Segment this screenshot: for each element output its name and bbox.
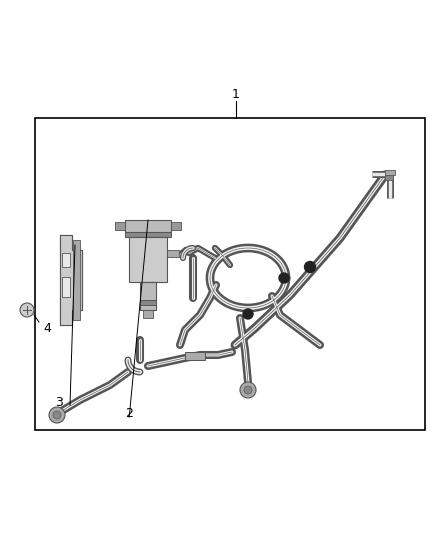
Text: 2: 2 — [125, 407, 133, 419]
Circle shape — [240, 382, 256, 398]
Bar — [125, 220, 171, 232]
Circle shape — [53, 411, 61, 419]
Bar — [171, 222, 181, 230]
Bar — [385, 170, 395, 175]
Bar — [185, 352, 205, 360]
Bar — [62, 253, 70, 267]
Circle shape — [279, 273, 289, 283]
Text: 1: 1 — [232, 88, 240, 101]
Polygon shape — [60, 235, 82, 325]
Bar — [167, 250, 179, 257]
Text: 3: 3 — [55, 396, 63, 409]
Circle shape — [304, 262, 315, 272]
Bar — [73, 240, 80, 320]
Bar — [115, 222, 125, 230]
Bar — [125, 232, 171, 237]
Circle shape — [49, 407, 65, 423]
Bar — [129, 237, 167, 282]
Bar — [62, 277, 70, 297]
Bar — [385, 172, 393, 180]
Bar — [140, 282, 156, 310]
Circle shape — [20, 303, 34, 317]
Circle shape — [244, 386, 252, 394]
Text: 4: 4 — [43, 321, 51, 335]
Bar — [140, 300, 156, 305]
Bar — [143, 310, 153, 318]
Bar — [35, 118, 425, 430]
Circle shape — [243, 309, 253, 319]
